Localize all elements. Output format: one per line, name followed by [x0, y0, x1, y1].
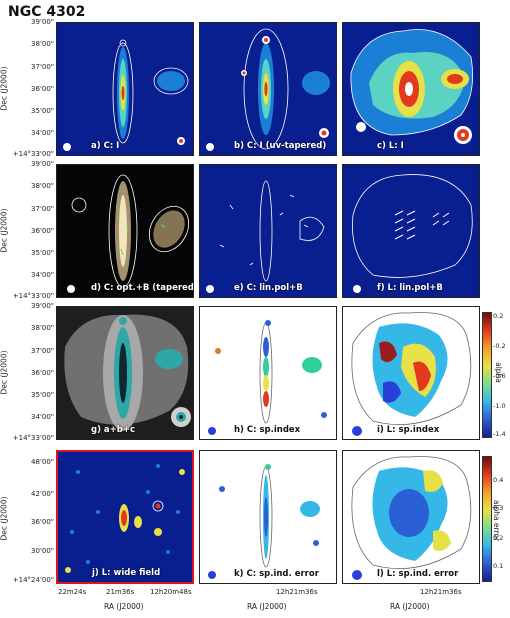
- panel-e-label: e) C: lin.pol+B: [234, 283, 303, 293]
- panel-l: l) L: sp.ind. error: [342, 450, 480, 584]
- panel-f: f) L: lin.pol+B: [342, 164, 480, 298]
- ytick: 34'00": [31, 129, 54, 137]
- cbar-tick: 0.3: [493, 504, 504, 512]
- panel-a-label: a) C: I: [91, 141, 120, 151]
- colorbar-alpha: [482, 312, 492, 438]
- cbar-tick: -1.4: [493, 430, 506, 438]
- panel-g-label: g) a+b+c: [91, 425, 136, 435]
- y-axis-label: Dec (J2000): [0, 66, 9, 111]
- ytick: 39'00": [31, 302, 54, 310]
- panel-i: i) L: sp.index: [342, 306, 480, 440]
- cbar-tick: -0.6: [493, 372, 506, 380]
- panel-a-image: [63, 39, 189, 151]
- panel-d: d) C: opt.+B (tapered): [56, 164, 194, 298]
- panel-e: e) C: lin.pol+B: [199, 164, 337, 298]
- xtick: 22m24s: [58, 588, 87, 596]
- panel-h-image: [208, 320, 327, 435]
- ytick: 48'00": [31, 458, 54, 466]
- x-axis-label: RA (J2000): [247, 602, 287, 611]
- y-axis-label: Dec (J2000): [0, 350, 9, 395]
- panel-j-label: j) L: wide field: [92, 568, 161, 578]
- ytick: 35'00": [31, 249, 54, 257]
- ytick: 37'00": [31, 205, 54, 213]
- ytick: 36'00": [31, 369, 54, 377]
- panel-f-image: [352, 174, 473, 293]
- ytick: +14°33'00": [12, 434, 54, 442]
- ytick: 37'00": [31, 63, 54, 71]
- panel-k-image: [208, 464, 320, 579]
- ytick: 42'00": [31, 490, 54, 498]
- ytick: 35'00": [31, 391, 54, 399]
- ytick: 36'00": [31, 518, 54, 526]
- x-axis-label: RA (J2000): [104, 602, 144, 611]
- y-axis-label: Dec (J2000): [0, 496, 9, 541]
- panel-i-image: [351, 312, 472, 436]
- panel-l-image: [351, 456, 472, 580]
- panel-h-label: h) C: sp.index: [234, 425, 301, 435]
- y-axis-label: Dec (J2000): [0, 208, 9, 253]
- colorbar-alpha-label: alpha: [493, 362, 503, 383]
- panel-c-image: [350, 29, 474, 144]
- cbar-tick: 0.4: [493, 476, 504, 484]
- panel-i-label: i) L: sp.index: [377, 425, 440, 435]
- ytick: +14°24'00": [12, 576, 54, 584]
- panel-g: g) a+b+c: [56, 306, 194, 440]
- panel-c-label: c) L: I: [377, 141, 404, 151]
- ytick: 34'00": [31, 413, 54, 421]
- ytick: 39'00": [31, 18, 54, 26]
- ytick: +14°33'00": [12, 150, 54, 158]
- panel-k-label: k) C: sp.ind. error: [234, 569, 319, 579]
- panel-f-label: f) L: lin.pol+B: [377, 283, 443, 293]
- panel-b-label: b) C: I (uv-tapered): [234, 141, 327, 151]
- colorbar-alpha-error-label: alpha error: [492, 499, 502, 542]
- ytick: 38'00": [31, 324, 54, 332]
- ytick: 30'00": [31, 547, 54, 555]
- panel-d-image: [67, 174, 190, 293]
- xtick: 12h21m36s: [420, 588, 462, 596]
- panel-b-image: [206, 28, 330, 151]
- ytick: 38'00": [31, 40, 54, 48]
- cbar-tick: -1.0: [493, 402, 506, 410]
- ytick: 36'00": [31, 227, 54, 235]
- panel-h: h) C: sp.index: [199, 306, 337, 440]
- ytick: 34'00": [31, 271, 54, 279]
- colorbar-alpha-error: [482, 456, 492, 582]
- x-axis-label: RA (J2000): [390, 602, 430, 611]
- xtick: 12h20m48s: [150, 588, 192, 596]
- panel-c: c) L: I: [342, 22, 480, 156]
- cbar-tick: 0.2: [493, 312, 504, 320]
- xtick: 12h21m36s: [276, 588, 318, 596]
- panel-j-image: [65, 464, 185, 574]
- panel-l-label: l) L: sp.ind. error: [377, 569, 459, 579]
- panel-d-label: d) C: opt.+B (tapered): [91, 283, 194, 293]
- ytick: 35'00": [31, 107, 54, 115]
- ytick: +14°33'00": [12, 292, 54, 300]
- xtick: 21m36s: [106, 588, 135, 596]
- cbar-tick: 0.1: [493, 562, 504, 570]
- panel-e-image: [206, 180, 325, 293]
- panel-k: k) C: sp.ind. error: [199, 450, 337, 584]
- cbar-tick: 0.2: [493, 534, 504, 542]
- panel-b: b) C: I (uv-tapered): [199, 22, 337, 156]
- ytick: 36'00": [31, 85, 54, 93]
- cbar-tick: -0.2: [493, 342, 506, 350]
- ytick: 37'00": [31, 347, 54, 355]
- ytick: 38'00": [31, 182, 54, 190]
- figure-title: NGC 4302: [8, 4, 86, 20]
- ytick: 39'00": [31, 160, 54, 168]
- panel-g-image: [64, 314, 191, 431]
- panel-j: j) L: wide field: [56, 450, 194, 584]
- panel-a: a) C: I: [56, 22, 194, 156]
